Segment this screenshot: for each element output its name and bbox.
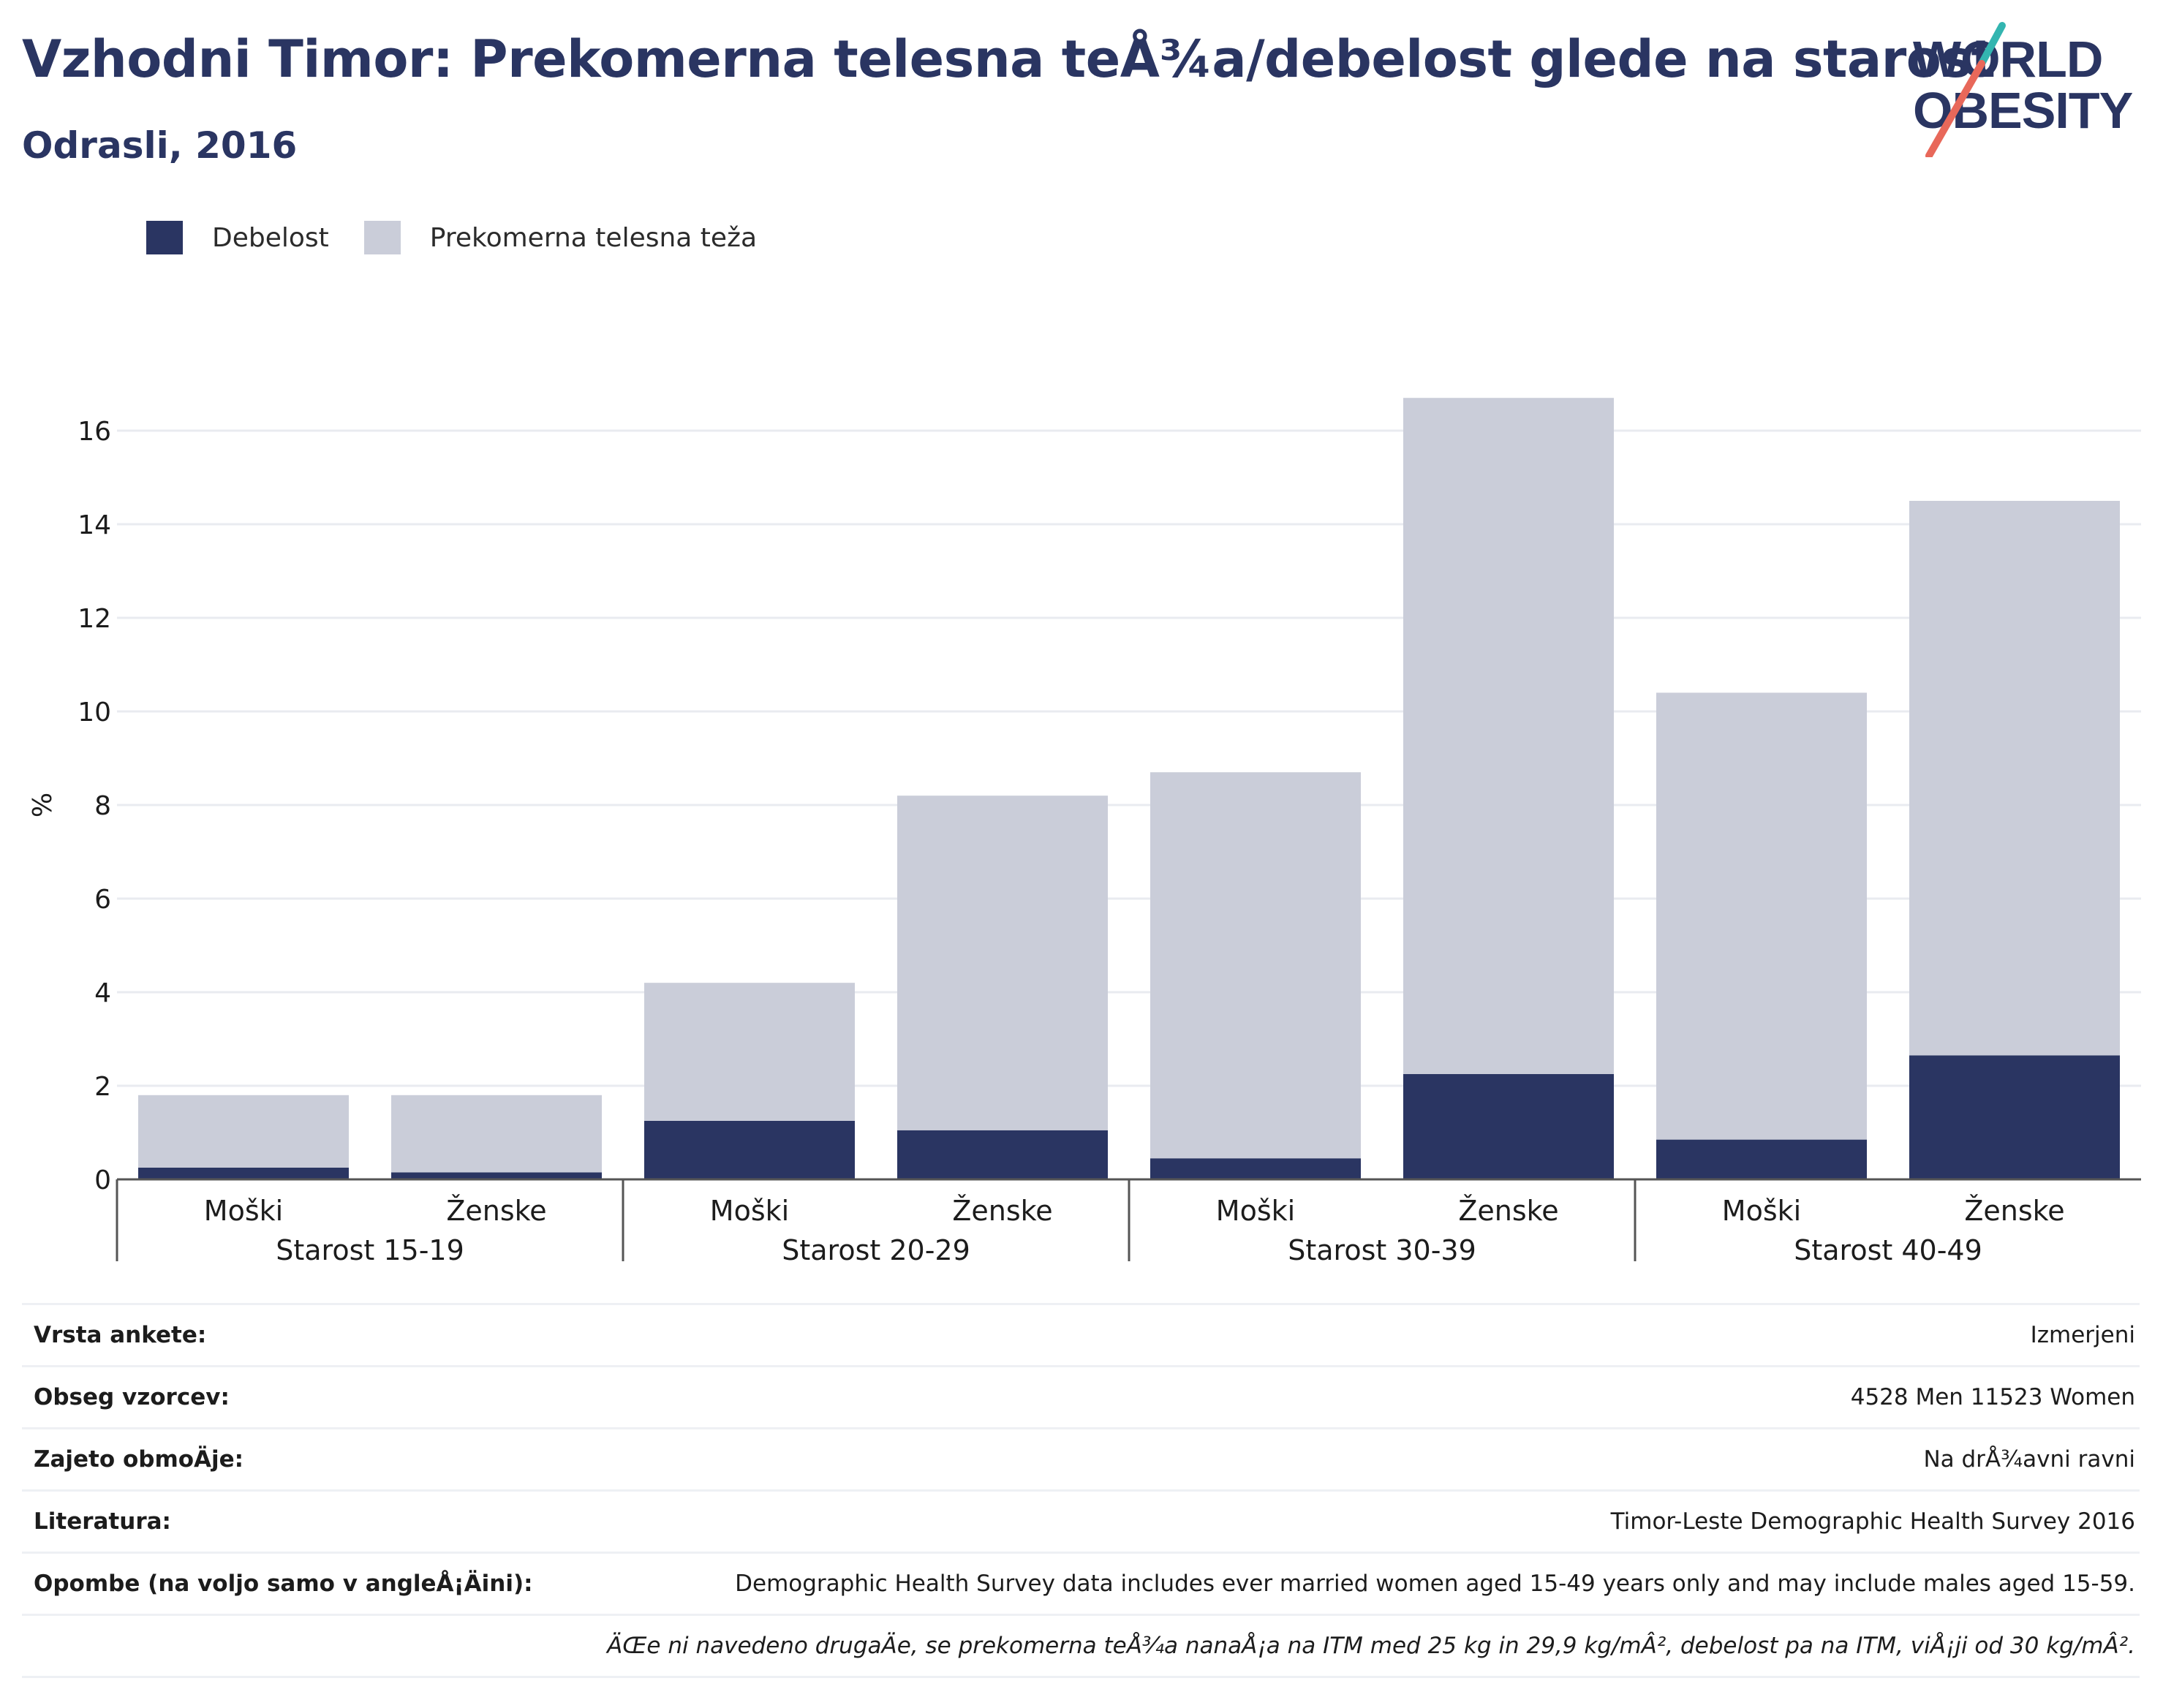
info-row: Obseg vzorcev: 4528 Men 11523 Women <box>22 1365 2140 1427</box>
world-obesity-logo: WORLD OBESITY <box>1913 22 2134 157</box>
y-tick-label: 4 <box>94 978 111 1008</box>
bar-segment-prekomerna[interactable] <box>138 1095 349 1168</box>
chart-legend: Debelost Prekomerna telesna teža <box>146 216 792 260</box>
bar-segment-debelost[interactable] <box>1909 1055 2120 1179</box>
bar-segment-debelost[interactable] <box>1403 1074 1614 1179</box>
legend-item-prekomerna[interactable]: Prekomerna telesna teža <box>363 221 758 254</box>
info-value: Timor-Leste Demographic Health Survey 20… <box>1610 1508 2135 1535</box>
y-axis-label: % <box>28 793 58 817</box>
bar-segment-debelost[interactable] <box>644 1121 855 1179</box>
logo-slash-teal <box>1978 22 2006 67</box>
bar-segment-debelost[interactable] <box>391 1172 602 1179</box>
logo-line-1: WORLD <box>1913 31 2102 88</box>
bar-segment-debelost[interactable] <box>1150 1158 1361 1179</box>
y-tick-label: 6 <box>94 885 111 915</box>
group-label: Starost 15-19 <box>276 1234 464 1266</box>
info-label: Literatura: <box>34 1508 171 1535</box>
x-tick-label: Ženske <box>1964 1195 2064 1227</box>
info-row: Vrsta ankete: Izmerjeni <box>22 1303 2140 1365</box>
x-tick-label: Moški <box>710 1195 789 1227</box>
info-row: Literatura: Timor-Leste Demographic Healt… <box>22 1489 2140 1552</box>
legend-label-debelost: Debelost <box>212 222 329 253</box>
bar-segment-debelost[interactable] <box>1656 1139 1867 1179</box>
info-row: Zajeto obmoÄje: Na drÅ¾avni ravni <box>22 1427 2140 1489</box>
bar-segment-prekomerna[interactable] <box>897 796 1108 1130</box>
y-tick-label: 0 <box>94 1165 111 1195</box>
info-row: ÄŒe ni navedeno drugaÄe, se prekomerna t… <box>22 1614 2140 1678</box>
info-label: Vrsta ankete: <box>34 1322 207 1348</box>
logo-line-2: OBESITY <box>1913 82 2133 139</box>
info-value: Izmerjeni <box>2030 1322 2135 1348</box>
info-row: Opombe (na voljo samo v angleÅ¡Äini): Dem… <box>22 1552 2140 1614</box>
info-label: Zajeto obmoÄje: <box>34 1446 244 1473</box>
bar-segment-debelost[interactable] <box>138 1168 349 1179</box>
info-label: Obseg vzorcev: <box>34 1384 230 1410</box>
y-tick-label: 16 <box>78 417 111 447</box>
y-tick-label: 12 <box>78 604 111 634</box>
info-value: Demographic Health Survey data includes … <box>735 1571 2135 1597</box>
y-tick-label: 2 <box>94 1072 111 1102</box>
x-tick-label: Moški <box>1216 1195 1295 1227</box>
chart-subtitle: Odrasli, 2016 <box>22 124 298 167</box>
bar-segment-prekomerna[interactable] <box>644 983 855 1121</box>
y-tick-label: 14 <box>78 510 111 540</box>
survey-info-table: Vrsta ankete: Izmerjeni Obseg vzorcev: 4528… <box>22 1303 2140 1678</box>
legend-swatch-prekomerna <box>363 221 401 254</box>
x-tick-label: Moški <box>204 1195 283 1227</box>
x-tick-label: Ženske <box>1458 1195 1558 1227</box>
info-value: Na drÅ¾avni ravni <box>1923 1446 2135 1473</box>
bar-segment-prekomerna[interactable] <box>391 1095 602 1173</box>
legend-label-prekomerna: Prekomerna telesna teža <box>429 222 758 253</box>
legend-item-debelost[interactable]: Debelost <box>146 221 329 254</box>
logo-slash-red <box>1925 60 1985 157</box>
info-value: ÄŒe ni navedeno drugaÄe, se prekomerna t… <box>607 1633 2135 1659</box>
bar-segment-prekomerna[interactable] <box>1909 501 2120 1056</box>
bar-segment-prekomerna[interactable] <box>1150 772 1361 1159</box>
x-tick-label: Ženske <box>952 1195 1052 1227</box>
stacked-bar-chart: 0 2 4 6 8 10 12 14 16% Moški Ženske Moški Ženske Mošk… <box>28 398 2141 1266</box>
bar-segment-prekomerna[interactable] <box>1656 692 1867 1140</box>
bar-segment-prekomerna[interactable] <box>1403 398 1614 1074</box>
bar-segment-debelost[interactable] <box>897 1130 1108 1179</box>
info-label: Opombe (na voljo samo v angleÅ¡Äini): <box>34 1571 533 1597</box>
group-label: Starost 30-39 <box>1288 1234 1476 1266</box>
chart-title: Vzhodni Timor: Prekomerna telesna teÅ¾a/… <box>22 29 1996 89</box>
group-label: Starost 20-29 <box>782 1234 970 1266</box>
group-label: Starost 40-49 <box>1794 1234 1982 1266</box>
x-tick-label: Ženske <box>446 1195 546 1227</box>
y-tick-label: 10 <box>78 698 111 728</box>
legend-swatch-debelost <box>146 221 183 254</box>
info-value: 4528 Men 11523 Women <box>1850 1384 2135 1410</box>
x-tick-label: Moški <box>1722 1195 1801 1227</box>
y-tick-label: 8 <box>94 791 111 821</box>
